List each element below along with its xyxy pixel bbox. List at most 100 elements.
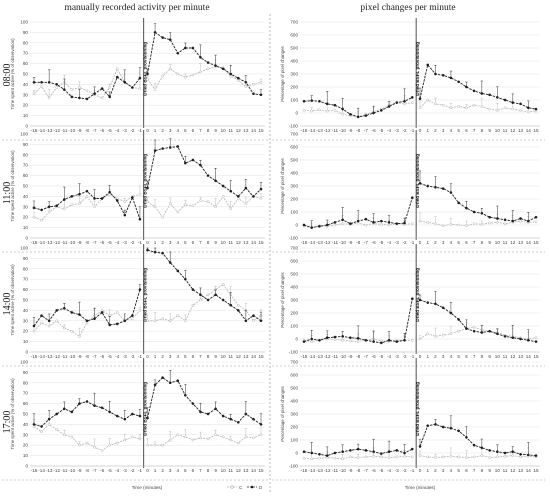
x-tick-label: -6: [372, 240, 377, 245]
data-point-C: [495, 455, 499, 459]
data-point-D: [199, 56, 202, 59]
x-tick-label: 10: [495, 240, 501, 245]
data-point-D: [341, 335, 345, 338]
data-point-D: [511, 450, 515, 454]
data-point-C: [480, 105, 484, 108]
data-point-C: [418, 219, 422, 223]
data-point-D: [138, 217, 142, 221]
data-point-D: [146, 186, 149, 190]
y-tick-label: 10: [23, 225, 29, 230]
data-point-D: [62, 407, 66, 411]
data-point-D: [55, 412, 59, 416]
data-point-D: [349, 336, 352, 340]
x-tick-label: 14: [526, 354, 532, 359]
x-tick-label: -3: [123, 468, 128, 473]
data-point-D: [252, 195, 255, 198]
data-point-D: [511, 336, 515, 340]
x-tick-label: -7: [92, 128, 97, 133]
y-tick-label: 200: [290, 311, 298, 316]
x-tick-label: -5: [379, 354, 384, 359]
series-line-D: [303, 298, 413, 344]
data-point-C: [199, 199, 202, 202]
y-tick-label: 500: [290, 386, 298, 391]
x-tick-label: 8: [207, 468, 210, 473]
x-tick-label: 11: [228, 240, 233, 245]
data-point-D: [62, 198, 66, 201]
data-point-D: [183, 161, 187, 165]
x-tick-label: -13: [316, 354, 323, 359]
series-line-D: [33, 289, 141, 327]
x-tick-label: -8: [85, 354, 90, 359]
data-point-D: [206, 174, 210, 177]
data-point-D: [403, 451, 406, 455]
x-tick-label: -10: [69, 354, 76, 359]
data-point-D: [183, 277, 187, 281]
data-point-D: [85, 189, 89, 193]
data-point-D: [480, 331, 484, 334]
data-point-C: [221, 283, 225, 286]
x-tick-label: 11: [228, 128, 233, 133]
data-point-C: [115, 441, 119, 445]
data-point-D: [236, 76, 240, 80]
data-point-C: [465, 456, 468, 459]
data-point-D: [526, 219, 530, 223]
data-point-C: [123, 200, 127, 203]
data-point-D: [85, 400, 89, 403]
data-point-D: [259, 423, 263, 426]
x-tick-label: -11: [61, 240, 68, 245]
x-tick-label: -7: [364, 240, 369, 245]
y-tick-label: 70: [23, 51, 29, 56]
x-tick-label: -5: [108, 240, 113, 245]
x-tick-label: -14: [38, 240, 45, 245]
data-point-D: [123, 213, 127, 217]
x-tick-label: -13: [316, 468, 323, 473]
data-point-C: [333, 109, 337, 112]
data-point-D: [199, 163, 202, 167]
data-point-C: [472, 455, 476, 459]
x-tick-label: 9: [214, 128, 217, 133]
data-point-D: [259, 319, 263, 323]
y-tick-label: 100: [290, 98, 298, 103]
data-point-C: [534, 220, 538, 224]
x-tick-label: -14: [38, 354, 45, 359]
data-point-D: [472, 210, 476, 214]
data-point-D: [55, 204, 59, 208]
data-point-C: [441, 103, 445, 107]
data-point-D: [252, 314, 255, 317]
data-point-D: [395, 449, 399, 452]
y-tick-label: 20: [23, 443, 29, 448]
x-tick-label: -14: [308, 128, 315, 133]
data-point-D: [229, 303, 233, 307]
data-point-D: [229, 189, 233, 193]
x-tick-label: 5: [184, 354, 187, 359]
x-tick-label: -13: [46, 240, 53, 245]
x-tick-label: -12: [53, 240, 60, 245]
series-line-D: [147, 31, 262, 96]
y-tick-label: 30: [23, 318, 29, 323]
data-point-C: [199, 298, 202, 302]
x-tick-label: 10: [221, 128, 227, 133]
data-point-C: [85, 89, 89, 92]
data-point-C: [78, 335, 81, 338]
y-tick-label: 80: [23, 380, 29, 385]
x-tick-label: -11: [332, 128, 339, 133]
data-point-D: [318, 452, 321, 456]
data-point-D: [161, 147, 164, 150]
data-point-D: [221, 184, 225, 188]
x-tick-label: 7: [199, 468, 202, 473]
data-point-C: [40, 85, 43, 88]
data-point-D: [364, 114, 368, 117]
data-point-C: [70, 88, 74, 91]
data-point-D: [138, 76, 142, 80]
data-point-C: [333, 456, 337, 460]
data-point-C: [434, 102, 437, 106]
data-point-C: [183, 75, 187, 79]
data-point-C: [519, 455, 522, 459]
x-tick-label: 6: [465, 354, 468, 359]
data-point-D: [519, 217, 522, 220]
x-tick-label: -12: [324, 128, 331, 133]
x-tick-label: -4: [115, 240, 120, 245]
data-point-D: [325, 223, 329, 227]
x-tick-label: -6: [100, 240, 105, 245]
data-point-C: [441, 333, 445, 337]
